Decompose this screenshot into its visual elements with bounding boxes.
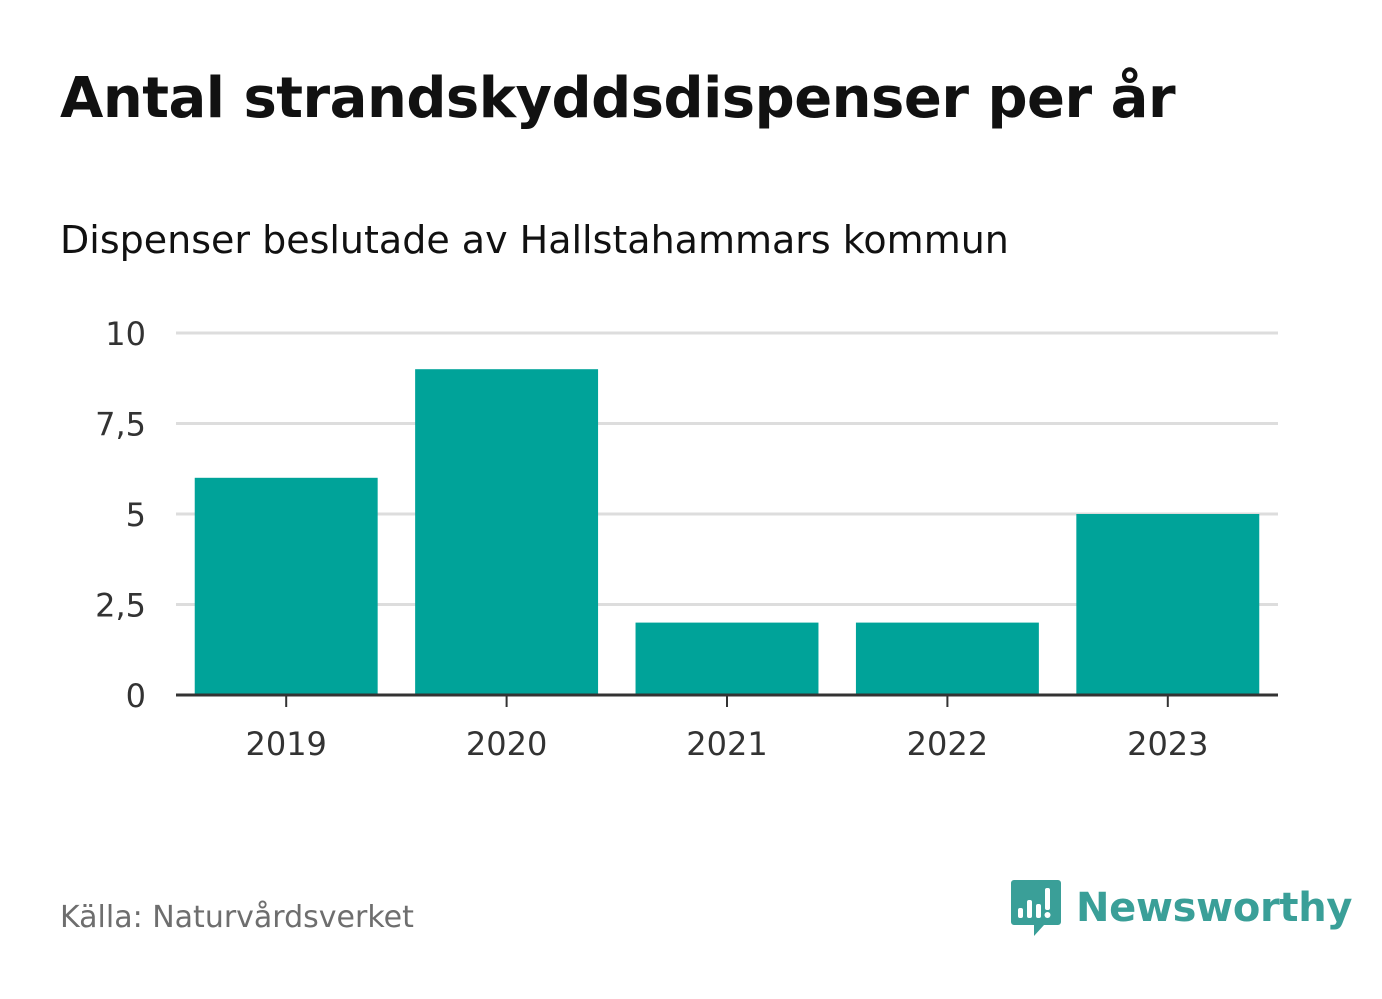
- bar-chart-speech-bubble-icon: [1011, 880, 1061, 936]
- bar-2020: [415, 369, 599, 695]
- brand-name: Newsworthy: [1076, 885, 1353, 931]
- x-axis: [176, 693, 1278, 707]
- y-tick-label: 10: [105, 315, 146, 353]
- brand-logo: Newsworthy: [1010, 878, 1353, 938]
- x-axis-ticks: 2019 2020 2021 2022 2023: [245, 725, 1208, 763]
- chart-title: Antal strandskyddsdispenser per år: [60, 66, 1176, 131]
- y-tick-label: 0: [126, 677, 146, 715]
- source-note: Källa: Naturvårdsverket: [60, 900, 414, 935]
- bar-2022: [855, 622, 1039, 695]
- bar-2019: [194, 477, 378, 695]
- bars: [194, 369, 1260, 695]
- bar-2023: [1076, 514, 1260, 695]
- x-tick-label: 2019: [245, 725, 326, 763]
- y-tick-label: 2,5: [95, 587, 146, 625]
- x-tick-label: 2020: [466, 725, 547, 763]
- x-tick-label: 2023: [1127, 725, 1208, 763]
- x-tick-label: 2021: [686, 725, 767, 763]
- x-tick-label: 2022: [907, 725, 988, 763]
- bar-2021: [635, 622, 819, 695]
- y-tick-label: 7,5: [95, 406, 146, 444]
- y-axis-ticks: 0 2,5 5 7,5 10: [95, 315, 146, 715]
- y-tick-label: 5: [126, 496, 146, 534]
- chart-subtitle: Dispenser beslutade av Hallstahammars ko…: [60, 218, 1009, 262]
